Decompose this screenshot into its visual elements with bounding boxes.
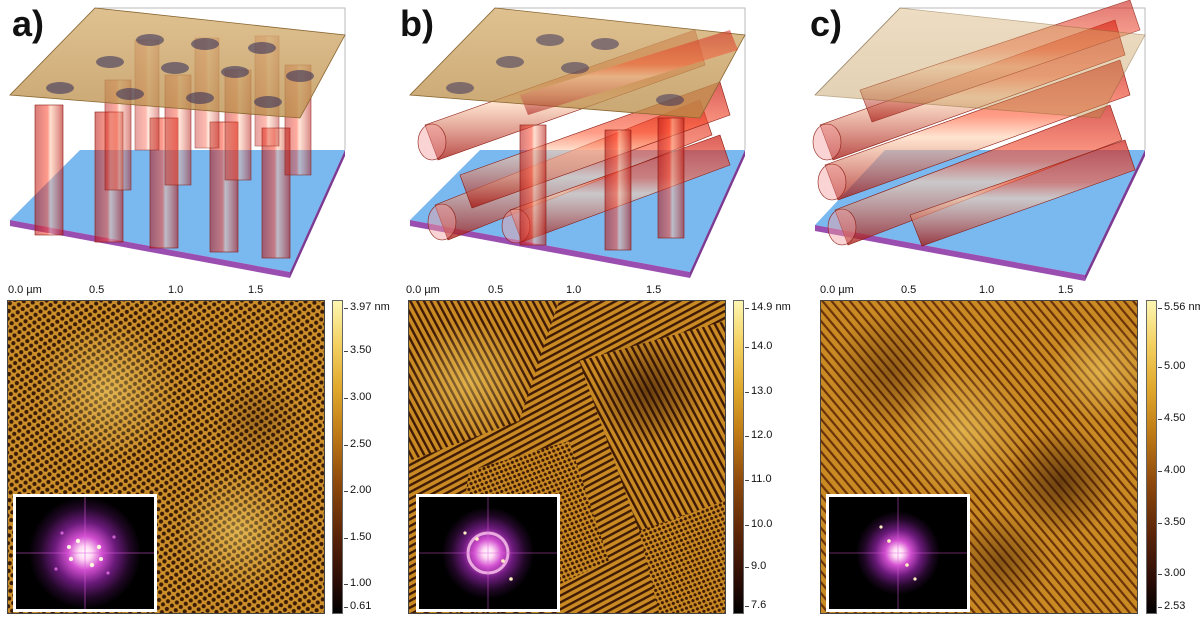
colorbar-tick: 2.50 [343,438,372,450]
panel-label: b) [400,3,434,44]
colorbar-tick: 4.50 [1157,412,1186,424]
x-tick-2: 1.0 [168,284,184,296]
x-tick-0: 0.0 µm [8,284,42,296]
cylinder-schematic-parallel [812,0,1146,281]
x-tick-3: 1.5 [646,284,662,296]
colorbar-tick: 1.00 [343,577,372,589]
panel-b: b) 0.0 µm 0.5 1.0 1.5 [400,0,800,618]
colorbar-max-label: 14.9 nm [745,301,791,313]
colorbar [1146,300,1157,614]
fft-inset [13,494,157,612]
colorbar-tick: 2.00 [343,484,372,496]
cylinder-schematic-mixed [409,7,746,278]
x-tick-0: 0.0 µm [820,284,854,296]
colorbar-tick: 10.0 [744,518,773,530]
colorbar-max-label: 3.97 nm [344,301,390,313]
x-tick-2: 1.0 [979,284,995,296]
fft-inset [826,494,970,612]
colorbar-tick: 13.0 [744,385,773,397]
x-tick-0: 0.0 µm [406,284,440,296]
colorbar [332,300,343,614]
vertical-cylinders [519,117,685,251]
x-tick-1: 0.5 [89,284,105,296]
fft-inset [416,494,560,612]
panel-a: a) 0.0 µm 0.5 1. [0,0,400,618]
colorbar-tick: 3.50 [1157,516,1186,528]
x-tick-1: 0.5 [488,284,504,296]
colorbar-tick: 4.00 [1157,464,1186,476]
colorbar-max-label: 5.56 nm [1158,301,1200,313]
colorbar-min-label: 0.61 [343,600,372,612]
panel-c: c) 0.0 µm 0.5 1.0 1.5 [800,0,1200,618]
colorbar-tick: 3.50 [343,344,372,356]
colorbar-tick: 1.50 [343,531,372,543]
afm-image [408,300,726,614]
colorbar-tick: 3.00 [343,391,372,403]
colorbar-min-label: 7.6 [744,599,767,611]
colorbar-tick: 9.0 [744,560,767,572]
cylinder-schematic-vertical [9,7,346,278]
colorbar-tick: 11.0 [745,473,772,485]
x-tick-1: 0.5 [901,284,917,296]
colorbar-min-label: 2.53 [1157,600,1186,612]
colorbar-tick: 3.00 [1157,567,1186,579]
x-tick-3: 1.5 [1058,284,1074,296]
x-tick-3: 1.5 [248,284,264,296]
colorbar-tick: 5.00 [1157,360,1186,372]
panel-label: a) [12,3,45,44]
colorbar-tick: 14.0 [744,340,773,352]
panel-label: c) [810,3,843,44]
colorbar-tick: 12.0 [744,429,773,441]
colorbar [733,300,744,614]
x-tick-2: 1.0 [566,284,582,296]
